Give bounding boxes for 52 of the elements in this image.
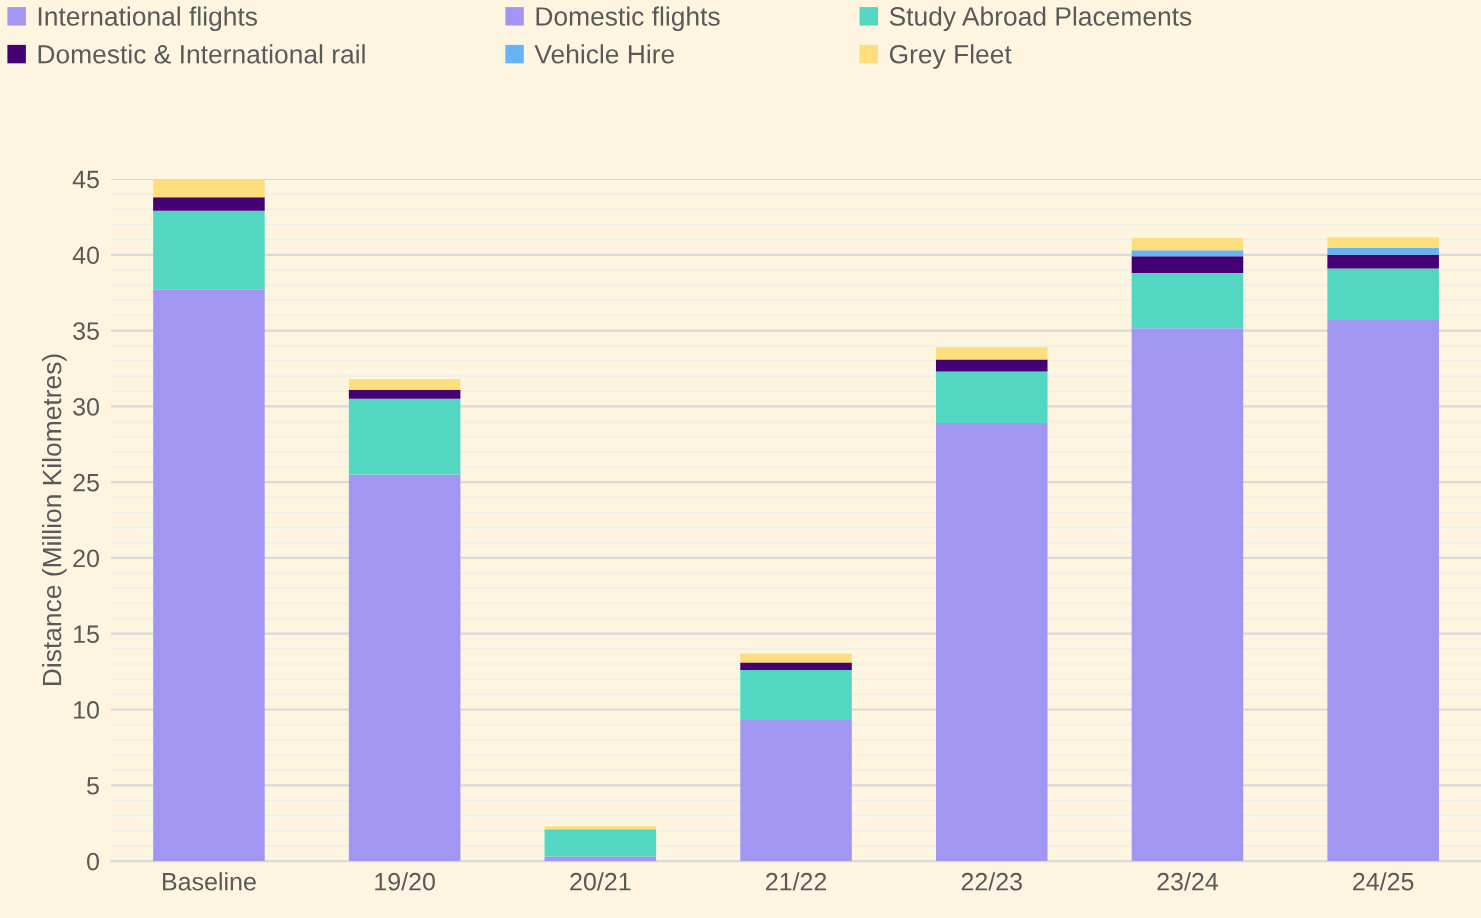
y-tick-label: 20: [73, 549, 99, 568]
y-tick-label: 5: [87, 777, 99, 795]
y-tick-label: 40: [72, 246, 99, 265]
bar: [153, 210, 265, 290]
bar: [1327, 268, 1439, 320]
y-tick-label: 25: [73, 473, 99, 492]
bar: [153, 197, 265, 211]
y-axis-title: Distance (Million Kilometres): [42, 354, 67, 686]
bar: [1327, 247, 1439, 255]
bar: [1131, 272, 1244, 329]
bar: [544, 826, 657, 830]
bar: [348, 389, 461, 399]
bar: [1327, 237, 1439, 248]
bar: [544, 829, 657, 857]
legend-label: Grey Fleet: [889, 44, 1012, 69]
x-tick-label: 22/23: [961, 872, 1022, 891]
y-tick-label: 15: [74, 625, 99, 644]
y-tick-label: 30: [73, 397, 99, 416]
bar: [935, 423, 1048, 862]
bar: [1131, 328, 1244, 862]
bar: [935, 347, 1048, 360]
y-tick-label: 0: [87, 852, 99, 871]
bar: [740, 720, 852, 862]
bar: [935, 371, 1048, 424]
bar: [153, 289, 265, 862]
legend-label: International flights: [38, 6, 257, 32]
y-tick-label: 45: [72, 170, 99, 189]
x-tick-label: 20/21: [570, 872, 631, 891]
x-tick-label: 19/20: [375, 872, 435, 891]
bar: [348, 379, 461, 390]
x-tick-label: 23/24: [1157, 872, 1218, 891]
bar: [153, 179, 265, 198]
x-tick-label: 24/25: [1353, 872, 1414, 891]
bar: [1327, 254, 1439, 269]
x-tick-label: 21/22: [766, 872, 827, 891]
y-tick-label: 10: [74, 701, 99, 719]
legend-label: Domestic & International rail: [38, 44, 365, 64]
bar: [1131, 238, 1244, 251]
bar: [935, 359, 1048, 372]
bar: [740, 662, 852, 671]
bar: [1327, 319, 1439, 862]
legend-label: Study Abroad Placements: [889, 6, 1192, 32]
bar: [348, 474, 461, 862]
bar: [1131, 250, 1244, 257]
y-tick-label: 35: [73, 322, 99, 340]
bar: [740, 653, 852, 663]
bar: [740, 670, 852, 721]
legend-label: Domestic flights: [536, 6, 720, 32]
bar: [348, 398, 461, 475]
bar: [1131, 256, 1244, 273]
legend-label: Vehicle Hire: [534, 44, 675, 64]
x-tick-label: Baseline: [163, 872, 256, 891]
